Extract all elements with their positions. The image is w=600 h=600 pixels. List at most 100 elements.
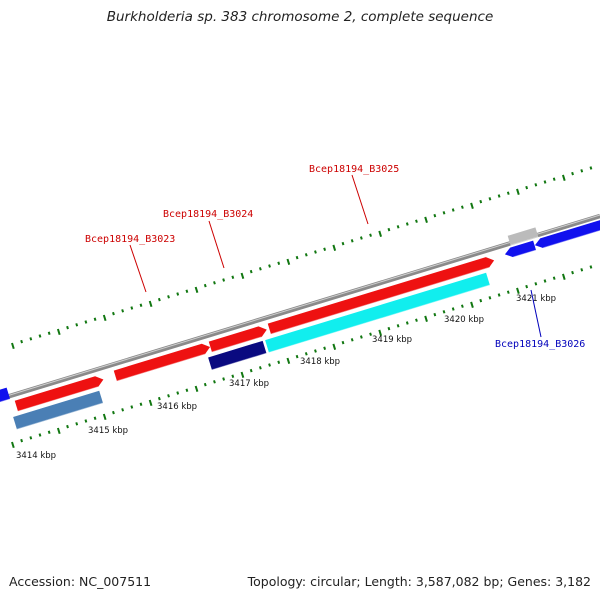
inner-tick (488, 296, 492, 300)
inner-tick (130, 405, 134, 409)
outer-tick (11, 342, 15, 350)
outer-tick-marks (11, 166, 593, 350)
cds-forward-b3023[interactable] (113, 343, 211, 382)
outer-tick (396, 225, 400, 229)
cds-forward-b3024-highlight (211, 336, 262, 353)
feature-cyan-highlight (268, 284, 491, 354)
gene-label-b3024[interactable]: Bcep18194_B3024 (163, 209, 253, 220)
leader-line-b3025 (351, 174, 369, 225)
scale-label-3419: 3419 kbp (372, 335, 412, 345)
inner-tick (314, 349, 317, 353)
inner-tick-marks (11, 265, 593, 449)
outer-tick (387, 227, 391, 232)
outer-tick (359, 236, 363, 240)
inner-tick (213, 380, 216, 384)
cds-reverse-b3026[interactable] (504, 240, 537, 258)
inner-tick (20, 438, 24, 443)
cds-reverse-2[interactable] (534, 215, 600, 248)
outer-tick (20, 339, 24, 344)
outer-tick (525, 185, 529, 190)
outer-tick (130, 306, 134, 310)
cds-reverse-edge[interactable] (0, 387, 11, 405)
outer-tick (350, 239, 354, 243)
inner-tick (75, 422, 79, 426)
inner-tick (516, 287, 520, 294)
gene-label-b3025[interactable]: Bcep18194_B3025 (309, 164, 399, 175)
inner-tick (185, 388, 189, 392)
inner-tick (93, 416, 97, 420)
inner-tick (231, 374, 235, 378)
outer-tick (295, 255, 299, 260)
outer-tick (552, 177, 556, 181)
gene-label-b3026[interactable]: Bcep18194_B3026 (495, 339, 585, 350)
cds-reverse-b3026-highlight (512, 249, 537, 258)
outer-tick (277, 261, 281, 265)
outer-tick (378, 230, 383, 238)
outer-tick (102, 314, 107, 322)
inner-tick (194, 385, 199, 393)
scale-label-3416: 3416 kbp (157, 402, 197, 412)
scale-label-3414: 3414 kbp (16, 451, 56, 461)
outer-tick (66, 325, 69, 330)
inner-tick (580, 268, 584, 272)
outer-tick (516, 188, 520, 195)
outer-tick (75, 323, 79, 327)
outer-tick (497, 194, 501, 198)
inner-tick (589, 265, 593, 269)
feature-cyan[interactable] (265, 272, 490, 353)
feature-gray[interactable] (507, 227, 539, 246)
inner-tick (112, 410, 115, 415)
outer-tick (240, 272, 245, 280)
outer-tick (139, 303, 143, 307)
inner-tick (534, 282, 538, 286)
scale-label-3418: 3418 kbp (300, 357, 340, 367)
outer-tick (93, 317, 97, 321)
cds-forward-b3025[interactable] (267, 257, 495, 335)
inner-tick (387, 326, 391, 331)
outer-tick (543, 180, 547, 184)
outer-tick (415, 219, 418, 223)
inner-tick (378, 329, 383, 337)
inner-tick (415, 318, 418, 322)
outer-tick (304, 253, 308, 257)
outer-tick (249, 269, 253, 274)
feature-steelblue[interactable] (13, 390, 104, 430)
feature-navy[interactable] (208, 340, 267, 370)
inner-tick (552, 276, 556, 280)
inner-tick (332, 343, 337, 351)
outer-tick (194, 286, 199, 294)
inner-tick (240, 371, 245, 379)
cds-reverse-edge-highlight (0, 398, 11, 403)
inner-tick (222, 377, 226, 381)
inner-tick (268, 363, 271, 367)
scale-label-3415: 3415 kbp (88, 426, 128, 436)
inner-tick (451, 307, 455, 311)
inner-tick (167, 394, 170, 398)
inner-tick (323, 346, 327, 350)
inner-tick (29, 436, 33, 440)
cds-forward-1-highlight (17, 386, 99, 412)
outer-tick (112, 311, 115, 316)
cds-reverse-2-highlight (542, 230, 600, 249)
outer-tick (460, 205, 464, 209)
outer-tick (213, 281, 216, 285)
scale-label-3417: 3417 kbp (229, 379, 269, 389)
cds-forward-1[interactable] (14, 376, 104, 412)
outer-tick (47, 331, 51, 335)
gene-label-b3023[interactable]: Bcep18194_B3023 (85, 234, 175, 245)
inner-tick (350, 338, 354, 342)
inner-tick (525, 284, 529, 289)
outer-tick (534, 183, 538, 187)
outer-tick (157, 297, 161, 302)
inner-tick (203, 382, 207, 387)
inner-tick (139, 402, 143, 406)
inner-tick (11, 441, 15, 449)
outer-tick (185, 289, 189, 293)
outer-tick (424, 216, 428, 224)
outer-tick (222, 278, 226, 282)
feature-gray-highlight (510, 236, 539, 246)
cds-forward-b3024[interactable] (208, 326, 267, 353)
outer-tick (442, 211, 446, 215)
inner-tick (38, 433, 42, 437)
